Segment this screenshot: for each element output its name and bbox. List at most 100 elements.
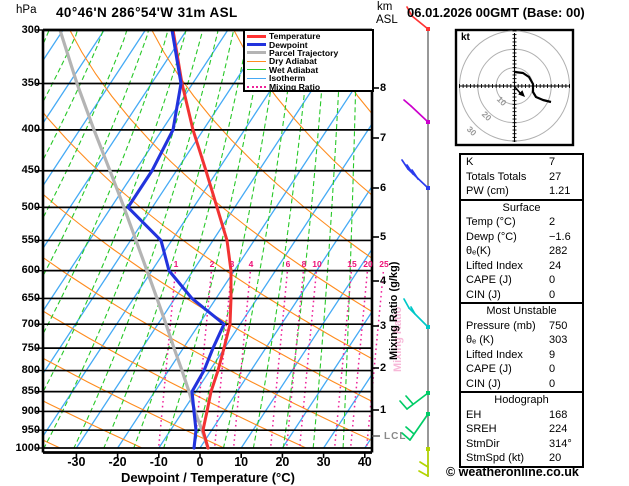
table-row-value: 0 — [549, 377, 556, 390]
pressure-tick-label: 700 — [21, 317, 40, 330]
trace-dewpoint — [126, 30, 226, 450]
table-row-label: StmSpd (kt) — [466, 452, 525, 465]
table-row-value: 1.21 — [549, 185, 571, 198]
table-row-label: θₑ (K) — [466, 334, 494, 347]
temp-tick-label: -30 — [67, 455, 86, 469]
trace-parcel-trajectory — [58, 30, 210, 450]
pressure-tick-label: 1000 — [15, 441, 40, 454]
table-row: Lifted Index 9 — [461, 348, 582, 363]
legend-label: Wet Adiabat — [269, 64, 319, 75]
temp-tick-label: 10 — [234, 455, 249, 469]
mixing-ratio-value-label: 20 — [363, 259, 373, 269]
table-row-label: StmDir — [466, 437, 500, 450]
wind-barb-4 — [399, 391, 430, 410]
wind-barb-5 — [401, 412, 430, 441]
hodograph — [454, 28, 575, 147]
table-section-header: Surface — [502, 201, 541, 214]
indices-table: K 7 Totals Totals 27 PW (cm) 1.21 Surface Temp … — [459, 153, 584, 468]
table-section: Hodograph EH 168 SREH 224 StmDir 314° StmSpd (k… — [461, 391, 582, 466]
table-row: CAPE (J) 0 — [461, 362, 582, 377]
table-row: Temp (°C) 2 — [461, 215, 582, 230]
mixing-ratio-value-label: 6 — [285, 259, 291, 269]
hodograph-trace — [514, 70, 552, 104]
mixing-ratio-value-label: 15 — [347, 259, 357, 269]
table-row-value: 0 — [549, 363, 556, 376]
table-row-value: 27 — [549, 170, 562, 183]
pressure-tick-label: 350 — [21, 77, 40, 90]
pressure-tick-label: 450 — [21, 164, 40, 177]
trace-temperature — [171, 30, 233, 450]
table-row-label: PW (cm) — [466, 185, 509, 198]
table-row: StmSpd (kt) 20 — [461, 451, 582, 466]
mixing-ratio-value-label: 1 — [173, 259, 179, 269]
table-row-label: K — [466, 156, 474, 169]
hodograph-unit-label: kt — [461, 32, 470, 43]
table-section: Most Unstable Pressure (mb) 750 θₑ (K) 303 Li… — [461, 302, 582, 391]
wind-barb-0 — [406, 6, 430, 31]
km-tick-label: 2 — [380, 361, 387, 374]
legend-swatch-wet-adiabat — [247, 69, 266, 71]
pressure-tick-label: 750 — [21, 341, 40, 354]
table-row-value: 314° — [549, 437, 572, 450]
table-row-value: −1.6 — [549, 230, 571, 243]
page-title: 40°46'N 286°54'W 31m ASL — [56, 5, 238, 20]
table-row-label: SREH — [466, 423, 497, 436]
legend-label: Parcel Trajectory — [269, 47, 339, 58]
table-row-value: 2 — [549, 216, 556, 229]
km-tick-label: 1 — [380, 403, 387, 416]
legend-swatch-dry-adiabat — [247, 60, 266, 62]
legend-label: Isotherm — [269, 73, 306, 84]
km-tick-label: 8 — [380, 81, 387, 94]
table-row: Totals Totals 27 — [461, 170, 582, 185]
table-row-label: Dewp (°C) — [466, 230, 517, 243]
table-row-label: Totals Totals — [466, 170, 527, 183]
table-row-value: 9 — [549, 348, 556, 361]
mixing-ratio-axis-label: Mixing Ratio (g/kg) — [388, 261, 400, 360]
temp-tick-label: 30 — [316, 455, 331, 469]
table-section: K 7 Totals Totals 27 PW (cm) 1.21 — [461, 155, 582, 199]
table-row: CIN (J) 0 — [461, 288, 582, 303]
km-tick-label: 3 — [380, 319, 387, 332]
km-tick-label: 7 — [380, 131, 387, 144]
sounding-traces — [58, 30, 233, 450]
legend-label: Dewpoint — [269, 39, 308, 50]
pressure-tick-label: 900 — [21, 404, 40, 417]
km-tick-label: 6 — [380, 181, 387, 194]
table-row: θₑ (K) 303 — [461, 333, 582, 348]
legend-item: Parcel Trajectory — [247, 49, 372, 57]
temp-tick-label: -20 — [108, 455, 127, 469]
table-row-value: 224 — [549, 423, 568, 436]
legend-item: Isotherm — [247, 74, 372, 82]
table-row: CIN (J) 0 — [461, 377, 582, 392]
table-row: StmDir 314° — [461, 437, 582, 452]
legend-label: Dry Adiabat — [269, 56, 317, 67]
table-row-label: θₑ(K) — [466, 245, 491, 258]
table-row-value: 750 — [549, 319, 568, 332]
legend-item: Dewpoint — [247, 39, 372, 50]
legend-swatch-parcel-trajectory — [247, 51, 266, 55]
mixing-ratio-value-label: 8 — [301, 259, 307, 269]
temp-tick-label: -10 — [149, 455, 168, 469]
pressure-tick-label: 950 — [21, 423, 40, 436]
km-tick-label: 4 — [380, 274, 387, 287]
wind-barb-2 — [401, 159, 430, 190]
legend-swatch-isotherm — [247, 77, 266, 79]
km-unit-label: km — [377, 1, 393, 13]
table-row: Lifted Index 24 — [461, 259, 582, 274]
table-row-label: CIN (J) — [466, 377, 501, 390]
table-row-value: 168 — [549, 408, 568, 421]
mixing-ratio-value-label: 2 — [209, 259, 215, 269]
table-row-value: 303 — [549, 334, 568, 347]
temp-tick-label: 40 — [357, 455, 372, 469]
table-row: Pressure (mb) 750 — [461, 319, 582, 334]
table-row-label: CIN (J) — [466, 288, 501, 301]
table-row-value: 0 — [549, 288, 556, 301]
pressure-tick-label: 300 — [21, 23, 40, 36]
legend-swatch-mixing-ratio — [247, 85, 266, 88]
table-row-value: 20 — [549, 452, 562, 465]
mixing-ratio-value-label: 3 — [229, 259, 235, 269]
legend: Temperature Dewpoint Parcel Trajectory Dry … — [243, 29, 374, 92]
run-date-label: 06.01.2026 00GMT (Base: 00) — [407, 5, 585, 20]
